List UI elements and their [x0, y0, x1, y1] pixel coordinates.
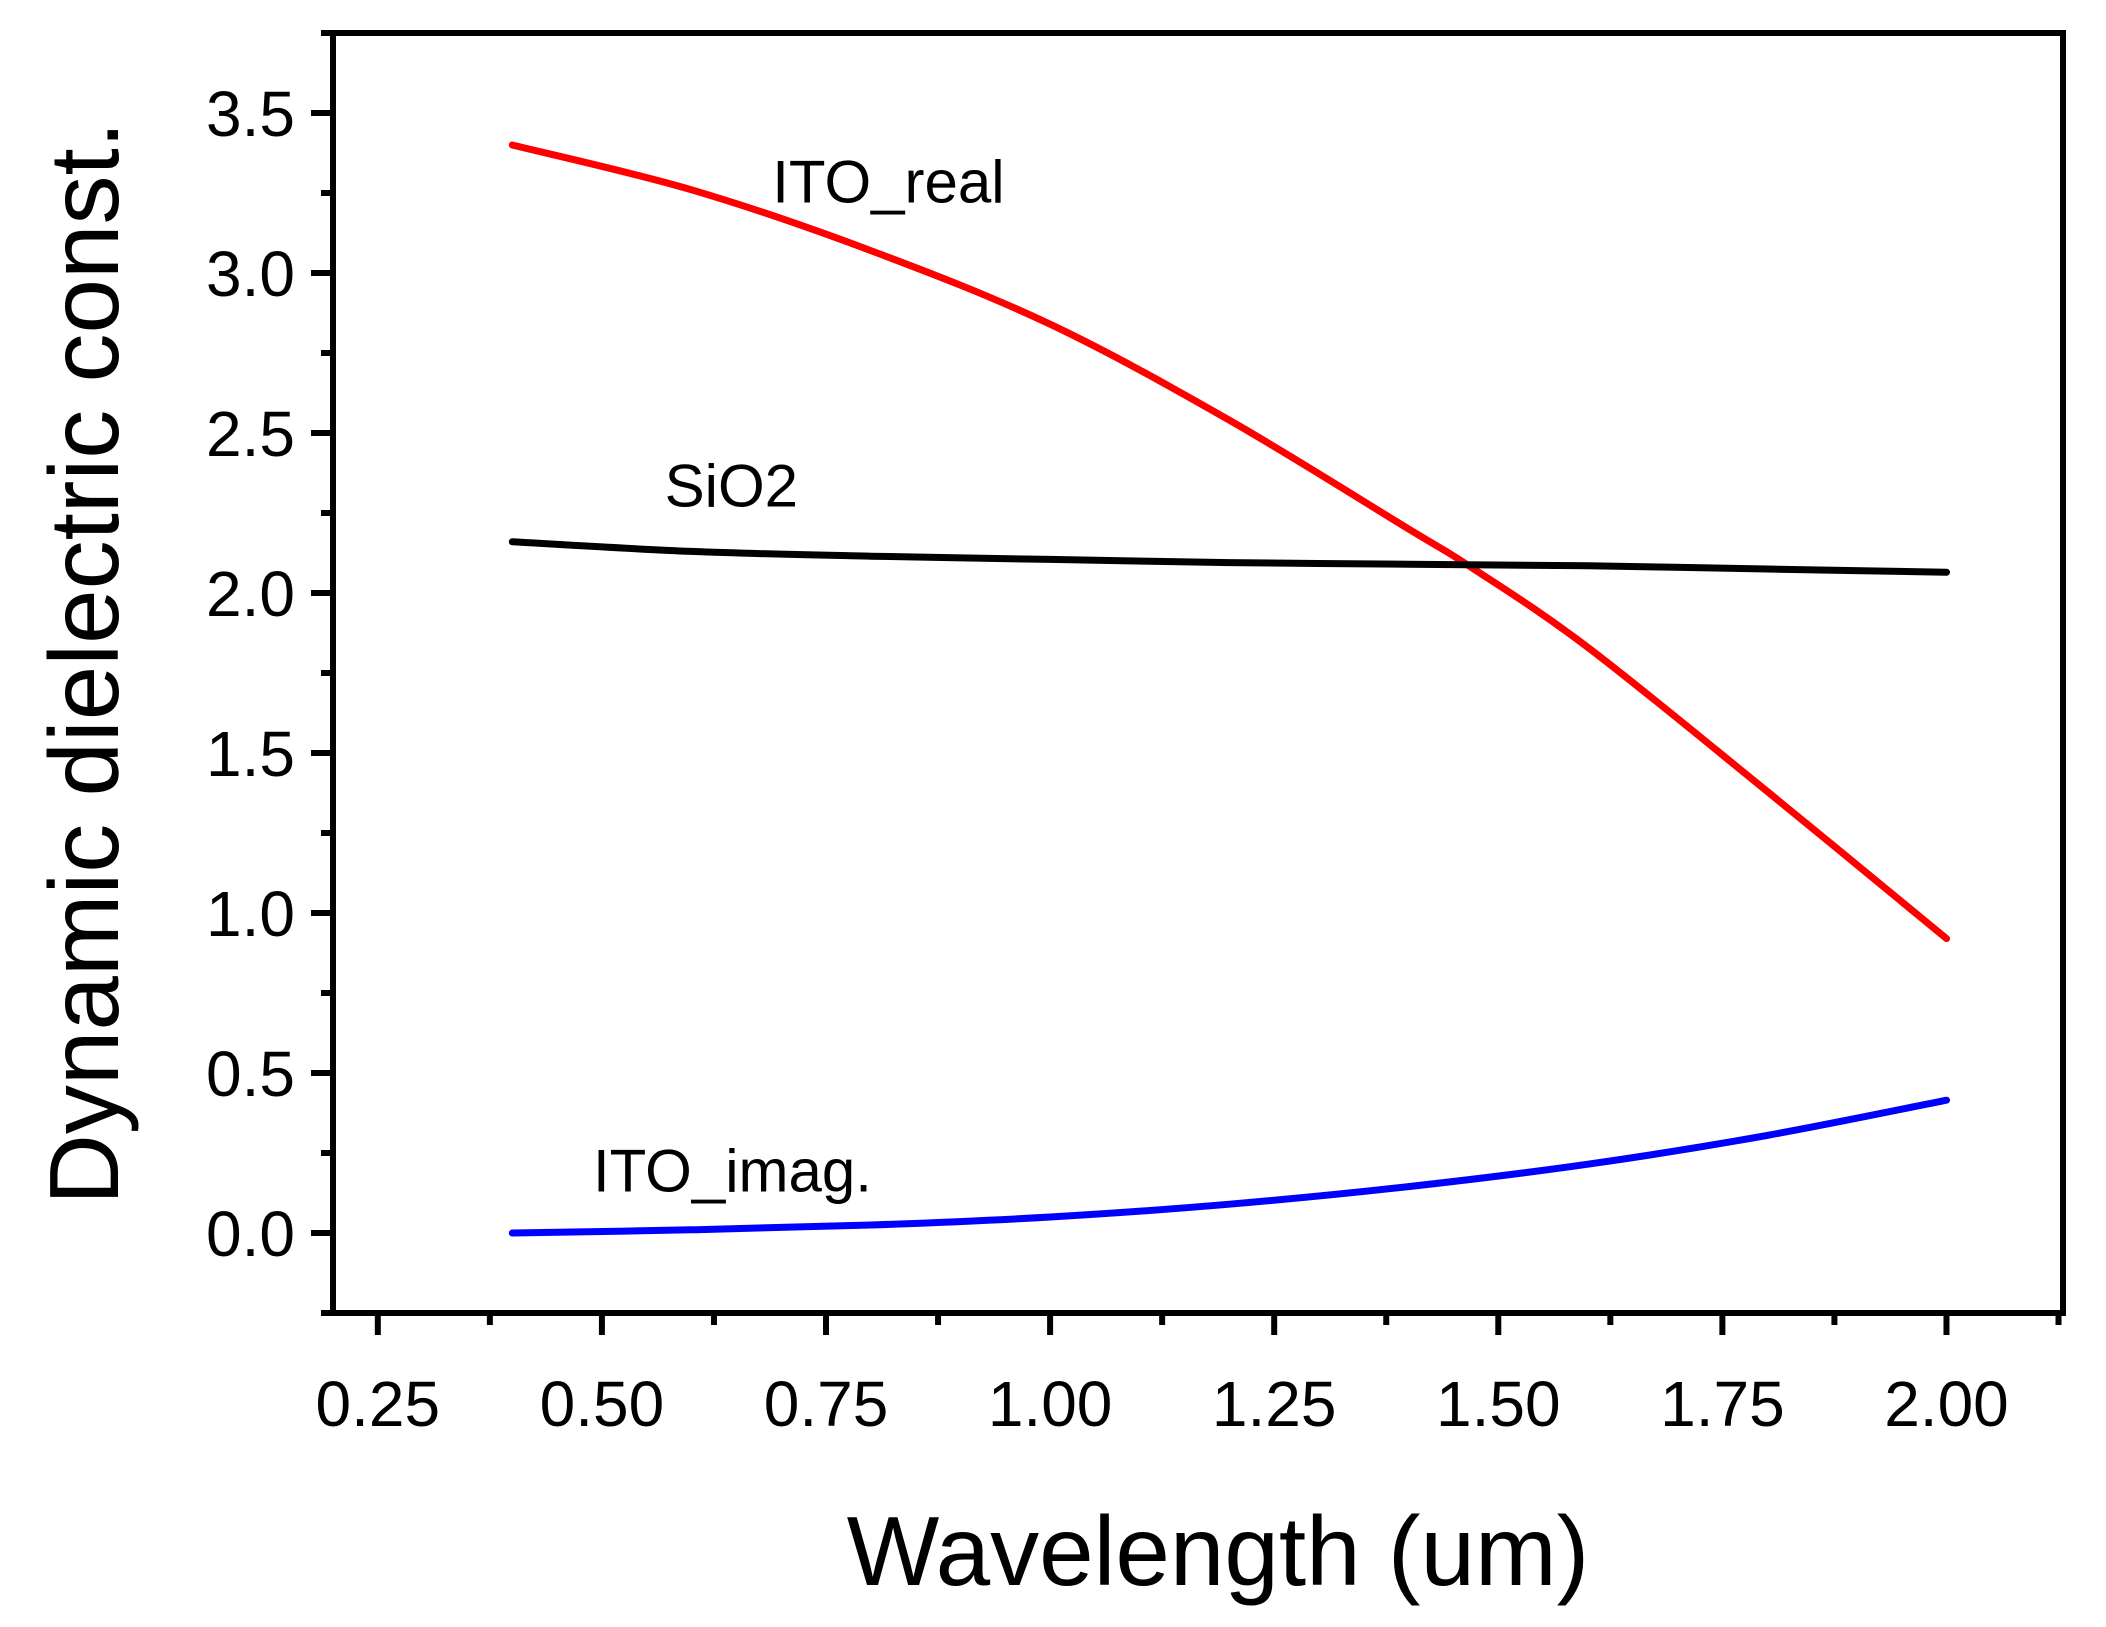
series-line-ito-real — [508, 141, 1950, 943]
y-tick-label: 1.5 — [206, 718, 295, 790]
x-tick-label: 0.25 — [316, 1368, 441, 1440]
y-tick-label: 2.0 — [206, 558, 295, 630]
y-tick-label: 3.0 — [206, 238, 295, 310]
axis-ticks — [311, 30, 2062, 1335]
x-tick-label: 0.75 — [764, 1368, 889, 1440]
x-axis-title: Wavelength (um) — [847, 1496, 1590, 1606]
series-line-ito-imag — [508, 1096, 1950, 1237]
series-label-sio2: SiO2 — [665, 453, 798, 520]
y-axis-title: Dynamic dielectric const. — [29, 121, 139, 1205]
y-tick-label: 0.0 — [206, 1198, 295, 1270]
series-layer — [508, 141, 1950, 1237]
series-label-ito-real: ITO_real — [772, 149, 1004, 216]
x-tick-label: 1.00 — [988, 1368, 1113, 1440]
series-line-sio2 — [508, 538, 1950, 576]
series-labels: ITO_real SiO2 ITO_imag. — [593, 149, 1005, 1205]
y-tick-label: 2.5 — [206, 398, 295, 470]
plot-frame — [330, 30, 2066, 1316]
x-tick-label: 1.25 — [1212, 1368, 1337, 1440]
series-label-ito-imag: ITO_imag. — [593, 1137, 872, 1204]
x-tick-label: 2.00 — [1884, 1368, 2009, 1440]
x-tick-label: 0.50 — [540, 1368, 665, 1440]
tick-labels: 0.25 0.50 0.75 1.00 1.25 1.50 1.75 2.00 0.0 0.5 1.… — [206, 78, 2009, 1440]
x-tick-label: 1.75 — [1660, 1368, 1785, 1440]
y-tick-label: 1.0 — [206, 878, 295, 950]
x-tick-label: 1.50 — [1436, 1368, 1561, 1440]
y-tick-label: 0.5 — [206, 1038, 295, 1110]
y-tick-label: 3.5 — [206, 78, 295, 150]
